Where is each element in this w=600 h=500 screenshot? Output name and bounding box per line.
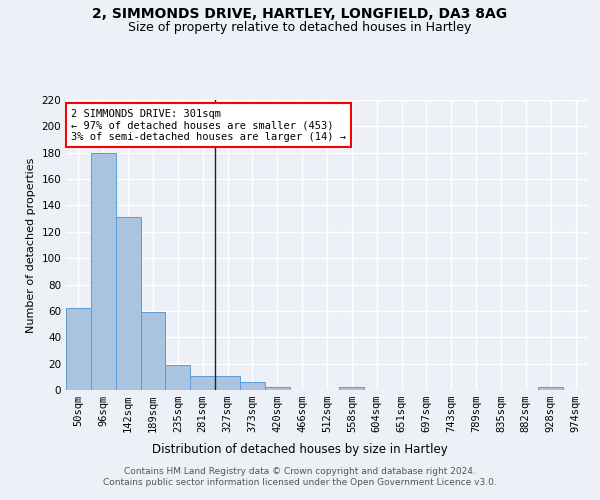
Bar	[240, 382, 265, 390]
Bar	[190, 376, 215, 390]
Text: Contains HM Land Registry data © Crown copyright and database right 2024.
Contai: Contains HM Land Registry data © Crown c…	[103, 468, 497, 487]
Bar	[538, 388, 563, 390]
Text: Size of property relative to detached houses in Hartley: Size of property relative to detached ho…	[128, 21, 472, 34]
Bar	[91, 152, 116, 390]
Bar	[215, 376, 240, 390]
Bar	[265, 388, 290, 390]
Bar	[166, 365, 190, 390]
Y-axis label: Number of detached properties: Number of detached properties	[26, 158, 36, 332]
Text: 2, SIMMONDS DRIVE, HARTLEY, LONGFIELD, DA3 8AG: 2, SIMMONDS DRIVE, HARTLEY, LONGFIELD, D…	[92, 8, 508, 22]
Text: Distribution of detached houses by size in Hartley: Distribution of detached houses by size …	[152, 442, 448, 456]
Bar	[66, 308, 91, 390]
Bar	[340, 388, 364, 390]
Bar	[116, 218, 140, 390]
Text: 2 SIMMONDS DRIVE: 301sqm
← 97% of detached houses are smaller (453)
3% of semi-d: 2 SIMMONDS DRIVE: 301sqm ← 97% of detach…	[71, 108, 346, 142]
Bar	[140, 312, 166, 390]
